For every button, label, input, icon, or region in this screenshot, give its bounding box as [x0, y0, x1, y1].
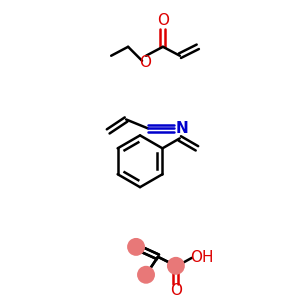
- Text: OH: OH: [190, 250, 214, 265]
- Text: O: O: [170, 283, 182, 298]
- Circle shape: [137, 266, 155, 284]
- Text: O: O: [139, 55, 151, 70]
- Text: O: O: [157, 14, 169, 28]
- Text: N: N: [176, 121, 188, 136]
- Circle shape: [127, 238, 145, 256]
- Circle shape: [167, 257, 185, 275]
